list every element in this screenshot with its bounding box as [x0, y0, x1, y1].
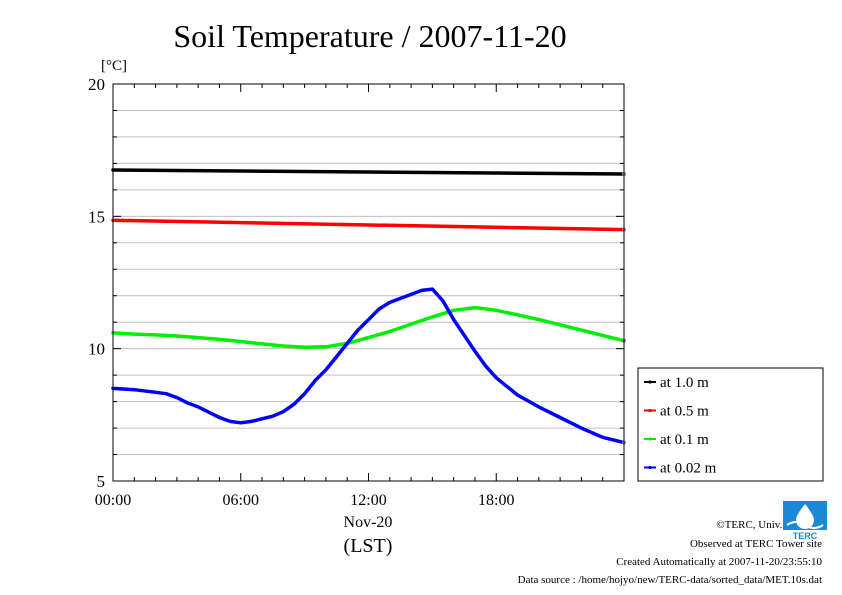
legend-label: at 0.1 m: [660, 432, 709, 448]
x-tick-label: 00:00: [95, 492, 131, 509]
x-date-label: Nov-20: [344, 514, 393, 531]
footer-data-source: Data source : /home/hojyo/new/TERC-data/…: [517, 574, 822, 586]
gridlines: [113, 109, 624, 456]
series-line: [111, 218, 626, 232]
y-tick-label: 10: [88, 340, 105, 359]
legend-label: at 0.5 m: [660, 404, 709, 420]
legend-marker: [648, 380, 652, 384]
legend-marker: [648, 408, 652, 413]
chart-title: Soil Temperature / 2007-11-20: [173, 18, 566, 54]
y-unit-label: [°C]: [101, 58, 127, 74]
legend-marker: [648, 437, 652, 441]
y-tick-label: 5: [97, 472, 106, 491]
y-tick-label: 15: [88, 207, 105, 226]
legend-marker: [648, 465, 652, 470]
x-tick-label: 06:00: [223, 492, 259, 509]
x-axis-label: (LST): [344, 535, 393, 557]
legend-label: at 0.02 m: [660, 461, 717, 477]
series-line: [111, 287, 626, 445]
logo-wave-shape: [786, 521, 824, 529]
plot-frame: [112, 83, 625, 482]
x-tick-label: 18:00: [478, 492, 514, 509]
legend-box: [637, 367, 824, 482]
axis-ticks: 5 10 15 20 00:00 06:00 12:00 18:00: [88, 75, 625, 509]
legend-label: at 1.0 m: [660, 375, 709, 391]
logo-text: TERC: [793, 531, 818, 541]
x-tick-label: 12:00: [350, 492, 386, 509]
series-line: [111, 168, 626, 176]
footer-site: Observed at TERC Tower site: [689, 538, 822, 550]
legend: at 1.0 m at 0.5 m at 0.1 m at 0.02 m: [637, 367, 824, 482]
footer-created: Created Automatically at 2007-11-20/23:5…: [616, 556, 822, 568]
y-tick-label: 20: [88, 75, 105, 94]
terc-logo-icon: TERC: [783, 501, 827, 541]
series-line: [111, 305, 626, 350]
series-lines: [111, 168, 626, 445]
